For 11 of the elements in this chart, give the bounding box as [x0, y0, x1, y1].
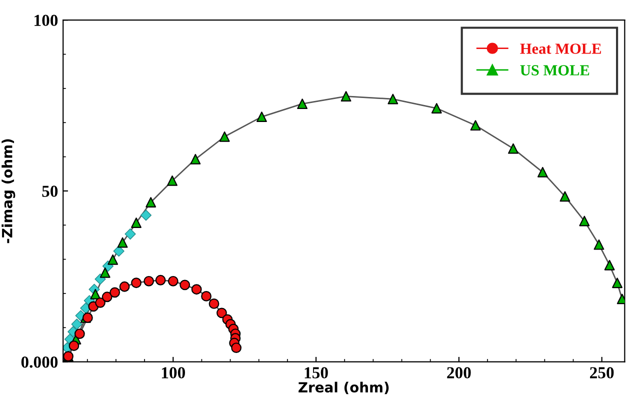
y-tick-label: 50	[42, 186, 58, 197]
y-tick-label: 100	[34, 14, 58, 26]
x-tick-label: 100	[162, 367, 185, 378]
x-axis-title: Zreal (ohm)	[298, 382, 389, 394]
x-tick-label: 150	[304, 367, 328, 378]
legend-label: US MOLE	[520, 65, 590, 76]
x-tick-label: 250	[590, 367, 614, 378]
y-axis-title: -Zimag (ohm)	[2, 139, 16, 244]
legend-label: Heat MOLE	[520, 44, 601, 54]
x-tick-label: 200	[447, 367, 471, 378]
y-tick-label: 0.000	[21, 356, 58, 368]
